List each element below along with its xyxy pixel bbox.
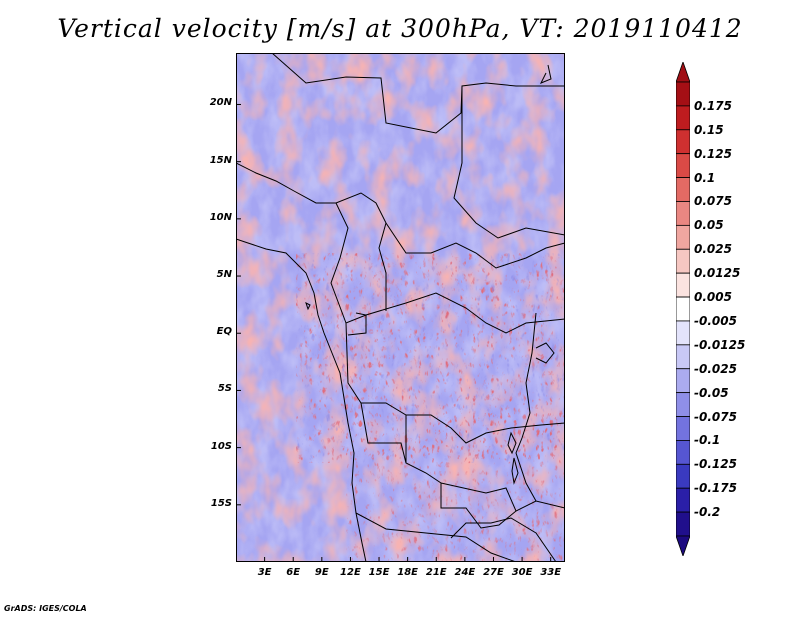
- colorbar-cell: [676, 129, 690, 155]
- colorbar-label: -0.1: [694, 433, 721, 448]
- lat-label: 15S: [210, 497, 232, 509]
- colorbar-label: -0.2: [694, 505, 721, 520]
- colorbar-label: -0.025: [694, 361, 737, 376]
- colorbar-bottom-arrow: [676, 535, 690, 556]
- colorbar-cell: [676, 296, 690, 322]
- colorbar-cell: [676, 201, 690, 226]
- lat-label: EQ: [216, 326, 232, 338]
- colorbar-cell: [676, 105, 690, 131]
- colorbar-label: -0.125: [694, 457, 737, 472]
- chart-title: Vertical velocity [m/s] at 300hPa, VT: 2…: [57, 14, 743, 43]
- map-panel: 20N 15N 10N 5N EQ 5S 10S 15S 3E 6E 9E 12E 15E 18E 21E…: [210, 53, 565, 578]
- coastlines-and-borders: [236, 53, 565, 562]
- lat-label: 20N: [209, 97, 232, 109]
- colorbar-cell: [676, 272, 690, 298]
- colorbar-cell: [676, 81, 690, 107]
- colorbar-cell: [676, 320, 690, 346]
- lat-label: 15N: [209, 154, 232, 166]
- colorbar-label: 0.0125: [694, 266, 741, 281]
- colorbar-cell: [676, 177, 690, 202]
- lon-label: 9E: [314, 567, 329, 578]
- lat-label: 5N: [216, 269, 232, 281]
- velocity-field-map: [236, 53, 565, 562]
- colorbar-top-arrow: [676, 62, 690, 83]
- lon-label: 12E: [340, 567, 361, 578]
- colorbar-label: -0.05: [694, 385, 729, 400]
- colorbar-cell: [676, 344, 690, 370]
- lat-label: 10S: [210, 440, 232, 452]
- lon-label: 24E: [454, 567, 476, 578]
- colorbar-label: -0.0125: [694, 337, 746, 352]
- colorbar-label: 0.1: [694, 170, 716, 185]
- lon-label: 33E: [540, 567, 562, 578]
- grads-credit: GrADS: IGES/COLA: [4, 604, 87, 613]
- colorbar-label: 0.005: [694, 290, 732, 305]
- colorbar-label: -0.075: [694, 409, 737, 424]
- colorbar-cell: [676, 511, 690, 537]
- colorbar-cell: [676, 153, 690, 178]
- colorbar-cell: [676, 392, 690, 417]
- colorbar-cell: [676, 224, 690, 250]
- colorbar-cell: [676, 440, 690, 465]
- colorbar-cell: [676, 368, 690, 394]
- colorbar-cell: [676, 248, 690, 274]
- colorbar-label: 0.15: [694, 122, 724, 137]
- lat-label: 5S: [217, 383, 232, 395]
- lon-label: 18E: [397, 567, 419, 578]
- lon-label: 27E: [483, 567, 504, 578]
- colorbar-label: 0.05: [694, 218, 724, 233]
- lon-label: 15E: [368, 567, 390, 578]
- lon-label: 30E: [511, 567, 533, 578]
- lon-label: 21E: [425, 567, 447, 578]
- colorbar-label: 0.125: [694, 146, 732, 161]
- lon-label: 3E: [257, 567, 272, 578]
- colorbar-label: 0.175: [694, 98, 732, 113]
- colorbar-label: 0.025: [694, 242, 732, 257]
- colorbar-label: 0.075: [694, 194, 732, 209]
- colorbar-cell: [676, 487, 690, 513]
- colorbar-cell: [676, 416, 690, 441]
- lat-label: 10N: [209, 211, 232, 223]
- lon-label: 6E: [286, 567, 301, 578]
- colorbar-cell: [676, 463, 690, 489]
- colorbar-label: -0.175: [694, 481, 737, 496]
- colorbar-label: -0.005: [694, 313, 737, 328]
- colorbar: [676, 62, 690, 556]
